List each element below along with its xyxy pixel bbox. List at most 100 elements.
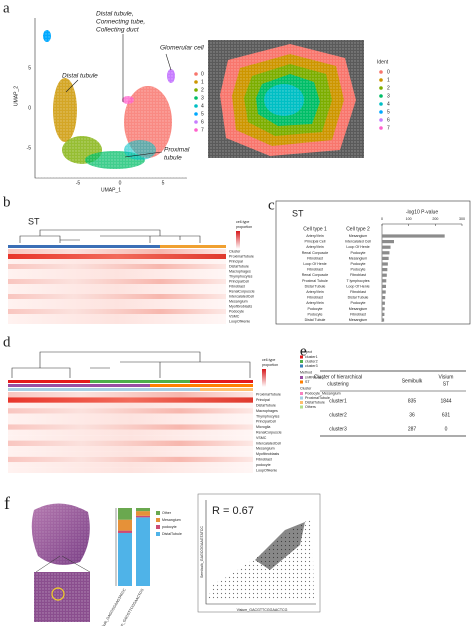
bar — [382, 262, 388, 266]
row-label: LoopOfHenle — [229, 319, 250, 323]
legend-title: cell-type — [262, 358, 275, 362]
legend-title: proportion — [262, 363, 278, 367]
legend-swatch — [156, 511, 160, 515]
legend-label: Mesangium — [162, 518, 181, 522]
legend-swatch — [379, 86, 383, 90]
heatmap: ClusterProximalTubulePrincipalDistalTubu… — [8, 249, 255, 324]
annotation-strip — [150, 384, 253, 387]
legend-swatch — [194, 80, 198, 84]
panel-letter: f — [4, 493, 10, 513]
legend-swatch — [300, 360, 303, 363]
heatmap-row — [8, 419, 253, 425]
cell: Podocyte — [351, 251, 366, 255]
legend-swatch — [379, 94, 383, 98]
legend-swatch — [300, 364, 303, 368]
legend-label: cluster3 — [305, 364, 318, 368]
cell: Artery/Vein — [306, 245, 324, 249]
y-tick-label: 0 — [28, 105, 31, 111]
cell: Mesangium — [349, 318, 368, 322]
dendrogram — [11, 351, 251, 378]
pvalue-table: 0 100 200 300 Artery/Vein Mesangium Principal … — [302, 217, 465, 322]
legend-label: 7 — [201, 127, 204, 133]
column-header: Semibulk — [402, 378, 423, 384]
row-label: DistalTubule — [256, 403, 276, 407]
row-label: PrincipalCell — [229, 279, 249, 283]
cell: Artery/Vein — [306, 234, 324, 238]
correlation-label: R = 0.67 — [212, 505, 254, 517]
row-label: Myofibroblasts — [256, 452, 279, 456]
heatmap-row — [8, 309, 226, 314]
bar — [382, 273, 387, 277]
cell: 287 — [408, 426, 417, 432]
heatmap-row — [8, 467, 253, 473]
heatmap-row — [8, 429, 253, 436]
heatmap-row — [8, 413, 253, 419]
heatmap-row — [8, 264, 226, 269]
bar — [382, 268, 388, 272]
legend-label: 1 — [387, 77, 390, 83]
heatmap-row — [8, 446, 253, 452]
legend-swatch — [194, 88, 198, 92]
y-axis-label: Semibulk_GAGCGGAAGTATCC — [200, 526, 204, 578]
heatmap-row — [8, 435, 253, 441]
legend-swatch — [379, 126, 383, 130]
x-tick-label: 200 — [432, 217, 438, 221]
row-label: Principal — [256, 398, 270, 402]
legend-swatch — [194, 128, 198, 132]
legend-label: 7 — [387, 125, 390, 131]
row-label: ProximalTubule — [256, 393, 281, 397]
legend-label: DistalTubule — [305, 400, 325, 404]
heatmap-row — [8, 319, 226, 324]
bar — [382, 307, 385, 311]
bar — [382, 296, 386, 300]
heatmap-row — [8, 289, 226, 294]
heatmap-row — [8, 408, 253, 414]
annotation-strip — [160, 245, 226, 248]
legend-swatch — [300, 380, 303, 384]
y-tick-label: -5 — [27, 145, 32, 151]
bar — [382, 256, 389, 260]
row-label: Thymphocytes — [229, 274, 253, 278]
annotation-line — [165, 53, 172, 71]
legend-label: 5 — [201, 111, 204, 117]
annotation-strip — [90, 380, 190, 383]
heatmap-row — [8, 299, 226, 304]
heatmap-row — [8, 440, 253, 446]
cell: 36 — [409, 412, 415, 418]
annotation: Connecting tube, — [96, 19, 145, 26]
legend-title: Method — [300, 370, 312, 374]
cell: cluster3 — [329, 426, 347, 432]
row-label: VSMC — [229, 314, 240, 318]
cell: Mesangium — [349, 234, 368, 238]
cell: Distal Tubule — [305, 284, 326, 288]
heatmap-row — [8, 294, 226, 299]
heatmap-row — [8, 456, 253, 463]
legend-swatch — [379, 70, 383, 74]
heatmap-row — [8, 279, 226, 284]
legend-label: snRNA-seq — [305, 375, 323, 379]
bar-segment — [118, 532, 132, 586]
cell: Renal Corpuscle — [302, 251, 329, 255]
legend-title: Cluster — [300, 386, 312, 390]
bar — [382, 240, 394, 244]
heatmap-row — [8, 254, 226, 259]
legend-label: ProximalTubule — [305, 396, 330, 400]
legend-swatch — [300, 392, 303, 395]
bar — [382, 301, 385, 305]
legend-label: 2 — [201, 87, 204, 93]
panel-letter: b — [3, 194, 11, 210]
x-tick-label: 0 — [119, 180, 122, 186]
bar-segment — [136, 508, 150, 512]
heatmap-row — [8, 314, 226, 319]
x-tick-label: 300 — [459, 217, 465, 221]
row-label: ProximalTubule — [229, 254, 254, 258]
bar — [382, 245, 391, 249]
legend-label: 5 — [387, 109, 390, 115]
row-label: PrincipalCell — [256, 420, 276, 424]
scatter-panel — [197, 493, 321, 613]
legend-label: cluster1 — [305, 355, 318, 359]
row-label: Mesangium — [229, 299, 248, 303]
legend-swatch — [194, 120, 198, 124]
